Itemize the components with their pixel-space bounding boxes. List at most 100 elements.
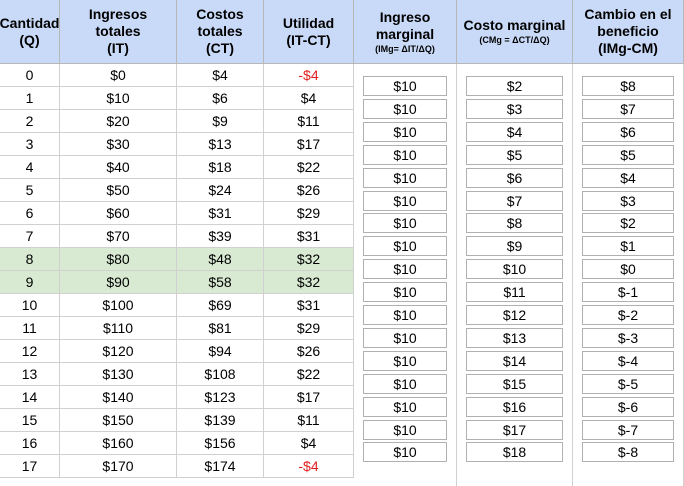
box-cmg[interactable]: $5 [466,144,563,165]
cell-ct[interactable]: $48 [177,248,264,271]
cell-ct[interactable]: $81 [177,317,264,340]
cell-q[interactable]: 11 [0,317,60,340]
cell-it[interactable]: $110 [60,317,177,340]
box-img[interactable]: $10 [363,305,447,325]
cell-q[interactable]: 1 [0,87,60,110]
box-cb[interactable]: $-2 [582,305,674,325]
box-cmg[interactable]: $6 [466,167,563,188]
box-cmg[interactable]: $8 [466,213,563,234]
cell-q[interactable]: 16 [0,432,60,455]
cell-q[interactable]: 13 [0,363,60,386]
cell-it[interactable]: $100 [60,294,177,317]
header-cb[interactable]: Cambio en el beneficio (IMg-CM) [573,0,684,64]
box-img[interactable]: $10 [363,76,447,96]
box-cb[interactable]: $-4 [582,350,674,371]
cell-ct[interactable]: $123 [177,386,264,409]
cell-ut[interactable]: $32 [264,248,354,271]
box-img[interactable]: $10 [363,236,447,257]
cell-ut[interactable]: $26 [264,340,354,363]
header-q[interactable]: Cantidad (Q) [0,0,60,64]
box-cmg[interactable]: $17 [466,419,563,440]
cell-it[interactable]: $160 [60,432,177,455]
cell-q[interactable]: 17 [0,455,60,478]
cell-ut[interactable]: $4 [264,432,354,455]
cell-it[interactable]: $90 [60,271,177,294]
box-img[interactable]: $10 [363,282,447,303]
cell-q[interactable]: 12 [0,340,60,363]
header-img[interactable]: Ingreso marginal (IMg= ΔIT/ΔQ) [354,0,457,64]
cell-ut[interactable]: $11 [264,409,354,432]
box-cb[interactable]: $7 [582,98,674,119]
box-cb[interactable]: $2 [582,213,674,234]
box-img[interactable]: $10 [363,213,447,234]
box-cb[interactable]: $-6 [582,396,674,417]
box-cb[interactable]: $0 [582,259,674,280]
box-img[interactable]: $10 [363,259,447,280]
cell-ut[interactable]: $17 [264,133,354,156]
box-cmg[interactable]: $11 [466,282,563,303]
box-cb[interactable]: $3 [582,190,674,211]
box-img[interactable]: $10 [363,442,447,463]
cell-ct[interactable]: $24 [177,179,264,202]
cell-q[interactable]: 3 [0,133,60,156]
box-cb[interactable]: $4 [582,167,674,188]
box-cmg[interactable]: $18 [466,442,563,463]
box-cmg[interactable]: $14 [466,350,563,371]
cell-it[interactable]: $60 [60,202,177,225]
cell-it[interactable]: $140 [60,386,177,409]
box-cmg[interactable]: $13 [466,327,563,348]
header-ct[interactable]: Costos totales (CT) [177,0,264,64]
cell-q[interactable]: 5 [0,179,60,202]
box-img[interactable]: $10 [363,167,447,188]
box-img[interactable]: $10 [363,396,447,417]
cell-ct[interactable]: $9 [177,110,264,133]
box-cb[interactable]: $-7 [582,419,674,440]
cell-ut[interactable]: -$4 [264,455,354,478]
cell-ct[interactable]: $31 [177,202,264,225]
cell-ut[interactable]: $29 [264,202,354,225]
cell-ut[interactable]: $22 [264,156,354,179]
cell-ut[interactable]: $26 [264,179,354,202]
box-img[interactable]: $10 [363,419,447,440]
box-cb[interactable]: $-1 [582,282,674,303]
cell-ct[interactable]: $58 [177,271,264,294]
cell-q[interactable]: 2 [0,110,60,133]
cell-ct[interactable]: $94 [177,340,264,363]
cell-ut[interactable]: $31 [264,225,354,248]
box-cb[interactable]: $5 [582,144,674,165]
cell-it[interactable]: $170 [60,455,177,478]
cell-it[interactable]: $30 [60,133,177,156]
cell-it[interactable]: $10 [60,87,177,110]
box-img[interactable]: $10 [363,190,447,211]
cell-q[interactable]: 15 [0,409,60,432]
cell-it[interactable]: $70 [60,225,177,248]
cell-it[interactable]: $80 [60,248,177,271]
box-img[interactable]: $10 [363,350,447,371]
cell-q[interactable]: 4 [0,156,60,179]
cell-it[interactable]: $40 [60,156,177,179]
cell-it[interactable]: $20 [60,110,177,133]
box-img[interactable]: $10 [363,98,447,119]
box-cmg[interactable]: $9 [466,236,563,257]
box-img[interactable]: $10 [363,327,447,348]
box-cb[interactable]: $-3 [582,327,674,348]
box-cmg[interactable]: $16 [466,396,563,417]
cell-ut[interactable]: $29 [264,317,354,340]
cell-ct[interactable]: $174 [177,455,264,478]
box-img[interactable]: $10 [363,144,447,165]
header-cmg[interactable]: Costo marginal (CMg = ΔCT/ΔQ) [457,0,573,64]
cell-ut[interactable]: $32 [264,271,354,294]
box-cmg[interactable]: $3 [466,98,563,119]
cell-q[interactable]: 7 [0,225,60,248]
cell-ut[interactable]: $22 [264,363,354,386]
cell-ut[interactable]: $4 [264,87,354,110]
box-cb[interactable]: $-8 [582,442,674,463]
cell-ct[interactable]: $108 [177,363,264,386]
box-cb[interactable]: $-5 [582,373,674,394]
cell-q[interactable]: 10 [0,294,60,317]
box-cb[interactable]: $1 [582,236,674,257]
box-cmg[interactable]: $10 [466,259,563,280]
box-img[interactable]: $10 [363,373,447,394]
cell-ct[interactable]: $156 [177,432,264,455]
box-cmg[interactable]: $2 [466,76,563,96]
